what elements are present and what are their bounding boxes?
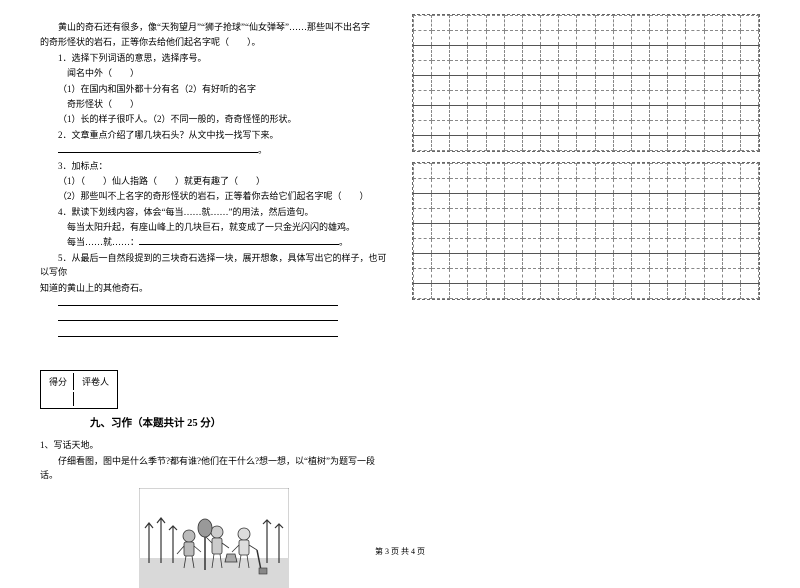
shovel-blade <box>259 568 267 574</box>
answer-blank[interactable] <box>58 296 338 306</box>
q1-word1-opts: （1）在国内和国外都十分有名（2）有好听的名字 <box>40 82 388 96</box>
q1-title: 1．选择下列词语的意思，选择序号。 <box>40 51 388 65</box>
q2-blank: 。 <box>40 143 388 157</box>
score-cell[interactable] <box>43 392 74 406</box>
right-column <box>400 0 800 565</box>
answer-blank[interactable] <box>58 327 338 337</box>
q5-blank-1 <box>40 296 388 310</box>
answer-blank[interactable] <box>139 235 339 245</box>
writing-grid-block[interactable] <box>412 162 760 300</box>
q4-b: 每当太阳升起，有座山峰上的几块巨石，就变成了一只金光闪闪的雄鸡。 <box>40 220 388 234</box>
passage-line-2: 的奇形怪状的岩石，正等你去给他们起名字呢（ ）。 <box>40 35 388 49</box>
q1-word2-opts: （1）长的样子很吓人。（2）不同一般的，奇奇怪怪的形状。 <box>40 112 388 126</box>
marker-cell[interactable] <box>76 392 115 406</box>
q3-b: （2）那些叫不上名字的奇形怪状的岩石，正等着你去给它们起名字呢（ ） <box>40 189 388 203</box>
passage-line-1: 黄山的奇石还有很多，像“天狗望月”“狮子抢球”“仙女弹琴”……那些叫不出名字 <box>40 20 388 34</box>
q1-word2: 奇形怪状（ ） <box>40 97 388 111</box>
answer-blank[interactable] <box>58 143 258 153</box>
q1-word1: 闻名中外（ ） <box>40 66 388 80</box>
sapling-leaves <box>198 519 212 537</box>
q3-title: 3．加标点： <box>40 159 388 173</box>
score-box: 得分 评卷人 <box>40 370 118 409</box>
section-title: 九、习作（本题共计 25 分） <box>90 415 388 430</box>
score-label: 得分 <box>43 373 74 390</box>
q5-b: 知道的黄山上的其他奇石。 <box>40 281 388 295</box>
writing-prompt: 仔细看图，图中是什么季节?都有谁?他们在干什么?想一想，以“植树”为题写一段话。 <box>40 454 388 483</box>
writing-q-num: 1、写话天地。 <box>40 438 388 452</box>
answer-blank[interactable] <box>58 311 338 321</box>
left-column: 黄山的奇石还有很多，像“天狗望月”“狮子抢球”“仙女弹琴”……那些叫不出名字 的… <box>0 0 400 565</box>
q3-a: （1）（ ）仙人指路（ ）就更有趣了（ ） <box>40 174 388 188</box>
writing-grid-area[interactable] <box>412 14 760 300</box>
q2: 2．文章重点介绍了哪几块石头？从文中找一找写下来。 <box>40 128 388 142</box>
page-footer: 第 3 页 共 4 页 <box>0 546 800 557</box>
q4-c-label: 每当……就……： <box>67 237 139 247</box>
q5-a: 5．从最后一自然段提到的三块奇石选择一块，展开想象，具体写出它的样子，也可以写你 <box>40 251 388 280</box>
q4-a: 4．默读下划线内容，体会“每当……就……”的用法，然后造句。 <box>40 205 388 219</box>
writing-grid-block[interactable] <box>412 14 760 152</box>
planting-trees-illustration <box>139 488 289 588</box>
q4-c: 每当……就……：。 <box>40 235 388 249</box>
q5-blank-3 <box>40 327 388 341</box>
marker-label: 评卷人 <box>76 373 115 390</box>
q5-blank-2 <box>40 311 388 325</box>
